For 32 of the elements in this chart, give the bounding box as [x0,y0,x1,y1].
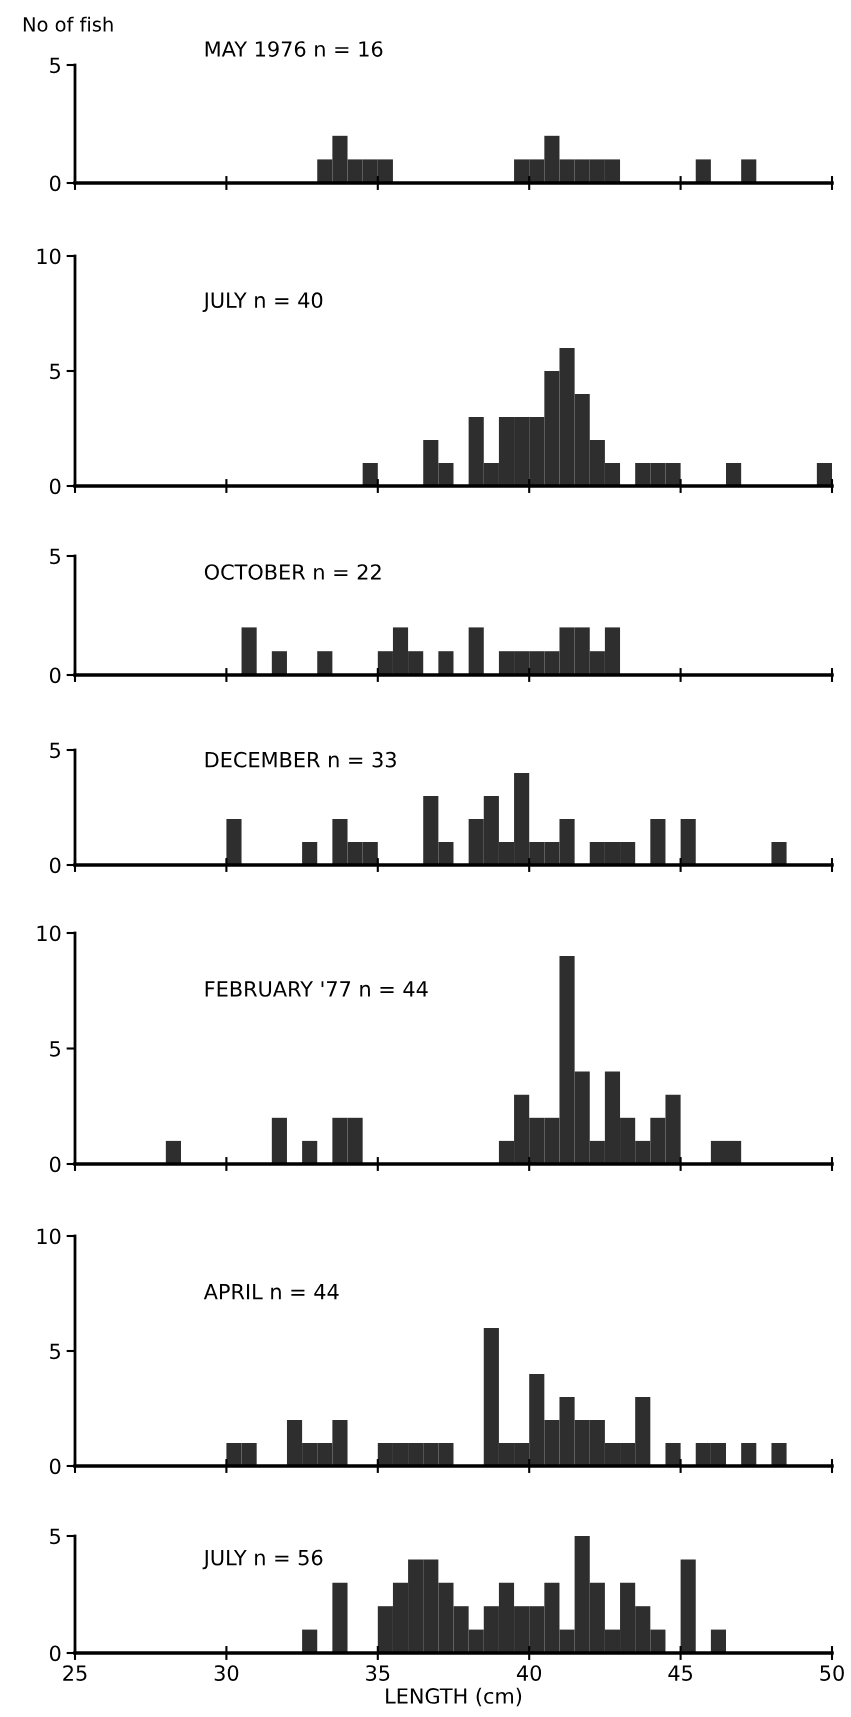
y-tick-label: 5 [50,548,60,565]
x-tick-label: 30 [214,1665,239,1681]
y-tick-label: 0 [49,1156,61,1173]
y-tick-label: 10 [37,248,61,265]
chart-title: MAY 1976 n = 16 [205,41,383,57]
x-tick-label: 50 [820,1665,844,1681]
y-tick-label: 5 [50,1343,60,1360]
y-tick-label: 0 [49,1645,61,1662]
y-tick-label: 5 [50,363,60,380]
text: JULY n = 40 [202,292,323,312]
text: JULY n = 56 [202,1549,323,1570]
y-tick-label: 0 [49,175,61,192]
x-tick-label: 35 [366,1665,390,1681]
chart-title: OCTOBER n = 22 [204,564,381,580]
text: APRIL n = 44 [203,1284,339,1300]
y-tick-label: 0 [49,857,61,874]
y-tick-label: 5 [50,57,60,74]
text: FEBRUARY '77 n = 44 [205,981,428,997]
y-tick-label: 5 [50,1041,60,1057]
x-tick-label: 45 [668,1665,693,1681]
x-tick-label: 40 [516,1665,542,1681]
y-tick-label: 10 [37,1228,61,1245]
y-tick-label: 0 [49,478,61,495]
y-tick-label: 0 [49,1458,61,1475]
y-tick-label: 5 [50,1528,60,1545]
chart-title: DECEMBER n = 33 [205,751,396,768]
y-tick-label: 10 [37,925,61,942]
x-tick-label: 25 [63,1665,87,1681]
y-tick-label: 5 [50,742,60,759]
y-tick-label: 0 [49,667,61,684]
x-axis-title: LENGTH (cm) [386,1687,522,1707]
y-axis-title: No of fish [23,16,113,32]
